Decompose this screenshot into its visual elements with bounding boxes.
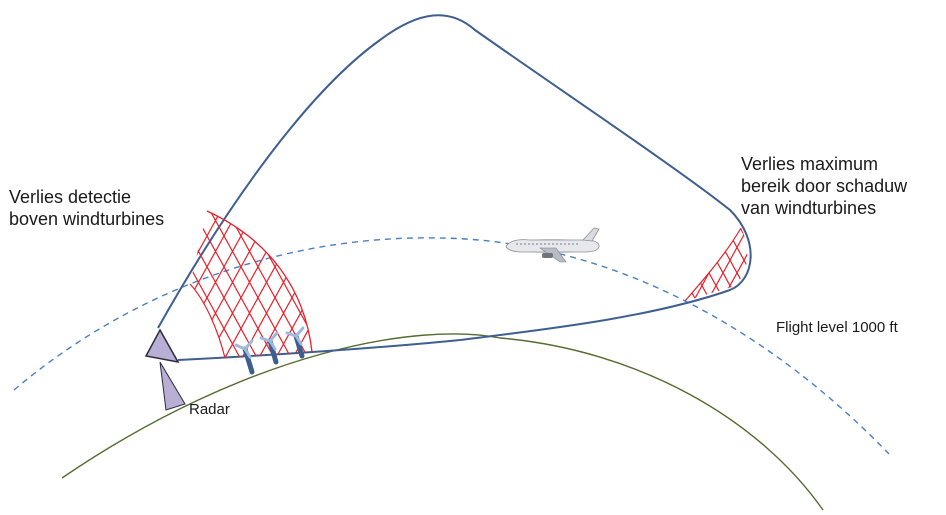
radar-icon — [144, 328, 186, 411]
wind-turbine-icon — [285, 326, 305, 359]
flight-level-line — [13, 237, 890, 455]
airplane-icon — [505, 227, 600, 263]
radar-coverage-envelope — [157, 14, 752, 361]
detection-loss-label: Verlies detectie boven windturbines — [9, 187, 165, 229]
radar-label: Radar — [189, 401, 230, 418]
wind-turbine-icon — [234, 339, 255, 375]
earth-surface — [61, 333, 824, 511]
wind-turbine-icon — [259, 331, 279, 365]
range-loss-label: Verlies maximum bereik door schaduw van … — [741, 154, 908, 218]
flight-level-label: Flight level 1000 ft — [776, 319, 898, 336]
range-loss-zone — [684, 227, 748, 302]
